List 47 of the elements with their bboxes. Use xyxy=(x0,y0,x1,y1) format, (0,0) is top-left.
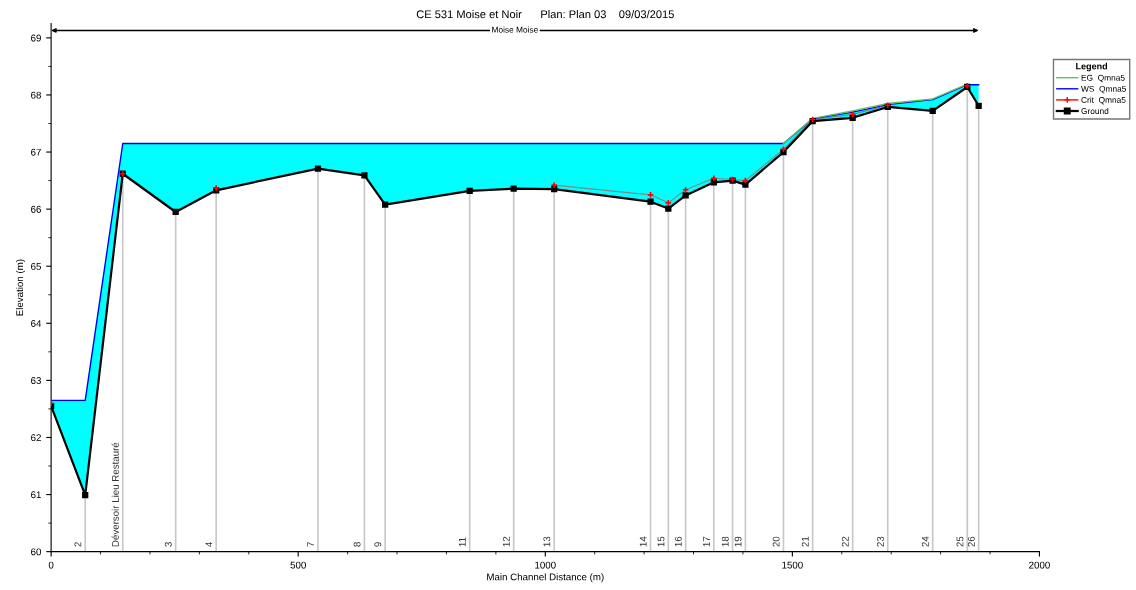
annotation: 24 xyxy=(921,536,929,547)
y-tick-label: 69 xyxy=(31,34,41,42)
y-tick-label: 68 xyxy=(31,91,41,99)
x-tick-label: 1000 xyxy=(535,561,556,569)
annotation: 12 xyxy=(502,536,510,547)
x-tick-label: 1500 xyxy=(782,561,803,569)
annotation: 22 xyxy=(841,536,849,547)
legend-label: Crit Qmna5 xyxy=(1081,96,1126,105)
annotation: 20 xyxy=(772,536,780,547)
y-tick-label: 63 xyxy=(31,377,41,385)
annotation: 2 xyxy=(74,542,82,547)
legend-label: Ground xyxy=(1081,107,1109,114)
annotation: 4 xyxy=(205,541,213,547)
annotation: 13 xyxy=(543,536,551,547)
annotation: 25 xyxy=(956,536,964,547)
annotation: 18 xyxy=(721,536,729,547)
y-tick-label: 66 xyxy=(31,205,41,213)
annotation: Moise Moise xyxy=(492,26,538,33)
annotation: 15 xyxy=(657,536,665,547)
annotation: 7 xyxy=(307,542,314,547)
y-axis-title: Elevation (m) xyxy=(15,259,26,316)
x-tick-label: 0 xyxy=(48,561,54,569)
annotation: 8 xyxy=(353,542,361,547)
annotation: 3 xyxy=(164,542,172,547)
annotation: 19 xyxy=(734,536,742,547)
x-tick-label: 500 xyxy=(290,561,306,569)
annotation: 14 xyxy=(639,536,647,547)
annotation: 17 xyxy=(703,536,710,547)
chart-title: CE 531 Moise et Noir Plan: Plan 03 09/03/2015 xyxy=(416,9,674,19)
legend-title: Legend xyxy=(1076,62,1108,72)
annotation: 21 xyxy=(801,536,809,547)
legend-label: EG Qmna5 xyxy=(1081,74,1125,83)
y-tick-label: 64 xyxy=(31,320,42,327)
y-tick-label: 65 xyxy=(31,262,41,270)
x-tick-label: 2000 xyxy=(1029,561,1050,569)
annotation: 11 xyxy=(458,537,466,547)
x-axis-title: Main Channel Distance (m) xyxy=(487,573,604,583)
y-tick-label: 61 xyxy=(31,491,41,499)
annotation: Déversoir Lieu Restauré xyxy=(111,442,119,547)
y-tick-label: 62 xyxy=(31,434,41,442)
y-tick-label: 60 xyxy=(31,548,42,556)
annotation: 9 xyxy=(374,542,382,547)
annotation: 26 xyxy=(967,536,975,547)
legend-label: WS Qmna5 xyxy=(1081,85,1127,94)
annotation: 23 xyxy=(876,536,884,547)
annotation: 16 xyxy=(674,536,682,547)
y-tick-label: 67 xyxy=(31,148,41,156)
